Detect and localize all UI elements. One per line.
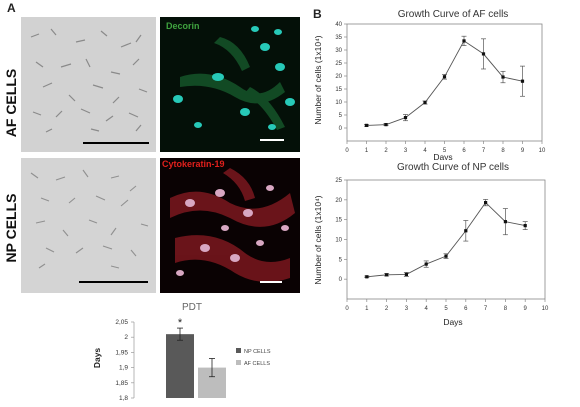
np-chart-series-line (366, 201, 526, 278)
af-chart-ytick-label: 10 (335, 100, 342, 106)
af-brightfield-image (21, 17, 156, 152)
af-chart-point (423, 100, 427, 105)
af-chart-ytick-label: 30 (335, 48, 342, 54)
row-label-af: AF CELLS (3, 68, 19, 138)
decorin-label: Decorin (166, 21, 200, 31)
row-label-af-wrap: AF CELLS (0, 48, 22, 158)
af-chart-point (520, 79, 525, 83)
np-chart-ytick-label: 5 (339, 257, 343, 263)
np-chart-ylabel: Number of cells (1x10⁴) (313, 195, 323, 284)
np-chart-xtick-label: 5 (444, 306, 448, 312)
pdt-ytick-label: 1,85 (115, 380, 128, 387)
np-chart-xtick-label: 7 (484, 306, 488, 312)
np-chart-point (523, 224, 527, 228)
af-chart-xtick-label: 9 (521, 148, 525, 154)
af-chart-point (442, 75, 447, 79)
np-chart-point (424, 262, 428, 266)
np-chart-xtick-label: 2 (385, 306, 389, 312)
np-chart-xtick-label: 8 (504, 306, 508, 312)
cytokeratin-label: Cytokeratin-19 (162, 159, 225, 169)
pdt-legend-swatch (236, 348, 241, 353)
np-chart-point (385, 273, 389, 277)
af-chart-xtick-label: 8 (501, 148, 505, 154)
pdt-ytick-label: 1,9 (119, 365, 128, 372)
af-chart-xtick-label: 5 (443, 148, 447, 154)
af-chart-xtick-label: 1 (365, 148, 369, 154)
af-chart-xtick-label: 3 (404, 148, 408, 154)
np-chart-point (444, 254, 448, 258)
af-chart-ytick-label: 40 (335, 22, 342, 28)
pdt-ytick-label: 1,95 (115, 349, 128, 356)
af-chart-xlabel: Days (433, 152, 452, 160)
af-chart-point (403, 116, 408, 120)
af-growth-chart: Growth Curve of AF cells Number of cells… (313, 9, 546, 160)
np-chart-ytick-label: 20 (335, 198, 342, 204)
af-chart-point (481, 52, 486, 56)
pdt-bar (166, 334, 194, 398)
np-chart-point (503, 220, 507, 224)
np-chart-ytick-label: 15 (335, 218, 342, 224)
af-chart-ytick-label: 15 (335, 87, 342, 93)
af-chart-point (384, 123, 388, 127)
np-chart-point (365, 275, 369, 279)
af-chart-xtick-label: 2 (384, 148, 388, 154)
af-chart-point (364, 123, 369, 127)
np-brightfield-image (21, 158, 156, 293)
af-chart-xtick-label: 10 (539, 148, 546, 154)
row-label-np: NP CELLS (3, 193, 19, 263)
af-chart-ytick-label: 25 (335, 61, 342, 67)
af-chart-xtick-label: 7 (482, 148, 486, 154)
pdt-legend-label: NP CELLS (244, 349, 271, 355)
np-cytokeratin-image: Cytokeratin-19 (160, 158, 300, 293)
np-chart-point (464, 229, 468, 233)
np-chart-xtick-label: 1 (365, 306, 369, 312)
af-chart-xtick-label: 4 (423, 148, 427, 154)
np-chart-xtick-label: 3 (405, 306, 409, 312)
af-chart-point (501, 75, 505, 79)
af-chart-ytick-label: 20 (335, 74, 342, 80)
np-chart-xlabel: Days (443, 317, 462, 327)
panel-letter-b: B (313, 7, 322, 21)
row-label-np-wrap: NP CELLS (0, 160, 22, 295)
np-growth-chart: Growth Curve of NP cells Number of cells… (313, 162, 549, 327)
pdt-ytick-label: 1,8 (119, 395, 128, 402)
af-chart-title: Growth Curve of AF cells (398, 9, 509, 20)
pdt-ytick-label: 2,05 (115, 319, 128, 326)
np-chart-ytick-label: 25 (335, 178, 342, 184)
pdt-chart-ylabel: Days (92, 348, 102, 369)
af-chart-ylabel: Number of cells (1x10⁴) (313, 35, 323, 124)
af-chart-ytick-label: 5 (339, 113, 343, 119)
np-chart-frame (346, 179, 546, 300)
np-chart-xtick-label: 4 (425, 306, 429, 312)
af-chart-ytick-label: 35 (335, 35, 342, 41)
af-chart-xtick-label: 0 (345, 148, 349, 154)
np-chart-xtick-label: 0 (345, 306, 349, 312)
np-chart-xtick-label: 6 (464, 306, 468, 312)
np-chart-point (404, 272, 408, 277)
af-chart-series-line (366, 40, 523, 126)
np-chart-title: Growth Curve of NP cells (397, 162, 509, 173)
pdt-bar-chart: PDT Days 1,8 1,85 1,9 1,95 2 2,05 * NP CELLS AF … (92, 302, 271, 402)
af-chart-frame (346, 23, 543, 142)
np-chart-xtick-label: 9 (524, 306, 528, 312)
af-chart-point (462, 39, 466, 43)
pdt-legend-label: AF CELLS (244, 361, 270, 367)
np-chart-ytick-label: 10 (335, 238, 342, 244)
np-chart-xtick-label: 10 (542, 306, 549, 312)
af-chart-xtick-label: 6 (462, 148, 466, 154)
af-chart-ytick-label: 0 (339, 126, 343, 132)
pdt-significance-mark: * (178, 317, 183, 329)
af-decorin-image: Decorin (160, 17, 300, 152)
pdt-chart-title: PDT (182, 302, 202, 313)
np-chart-ytick-label: 0 (339, 277, 343, 283)
panel-letter-a: A (7, 1, 16, 15)
pdt-ytick-label: 2 (124, 334, 128, 341)
pdt-legend-swatch (236, 360, 241, 365)
np-chart-point (484, 201, 488, 205)
